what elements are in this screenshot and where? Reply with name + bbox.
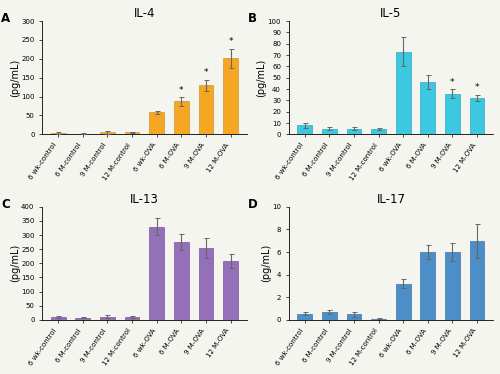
Bar: [76, 318, 90, 320]
Text: *: *: [204, 68, 208, 77]
Bar: [198, 85, 214, 134]
Title: IL-13: IL-13: [130, 193, 159, 206]
Text: D: D: [248, 198, 258, 211]
Bar: [322, 312, 336, 320]
Bar: [445, 252, 460, 320]
Bar: [223, 58, 238, 134]
Bar: [420, 252, 435, 320]
Bar: [396, 284, 410, 320]
Bar: [445, 94, 460, 134]
Bar: [346, 314, 362, 320]
Bar: [100, 132, 115, 134]
Bar: [322, 129, 336, 134]
Text: *: *: [450, 78, 454, 87]
Bar: [371, 319, 386, 320]
Title: IL-4: IL-4: [134, 7, 155, 20]
Title: IL-5: IL-5: [380, 7, 402, 20]
Y-axis label: (pg/mL): (pg/mL): [256, 59, 266, 97]
Bar: [346, 129, 362, 134]
Bar: [470, 241, 484, 320]
Bar: [420, 82, 435, 134]
Bar: [174, 242, 188, 320]
Bar: [174, 101, 188, 134]
Bar: [198, 248, 214, 320]
Bar: [470, 98, 484, 134]
Text: B: B: [248, 12, 257, 25]
Text: *: *: [475, 83, 480, 92]
Text: *: *: [228, 37, 233, 46]
Text: A: A: [2, 12, 11, 25]
Bar: [298, 125, 312, 134]
Bar: [150, 113, 164, 134]
Bar: [371, 129, 386, 134]
Text: *: *: [179, 86, 184, 95]
Y-axis label: (pg/mL): (pg/mL): [260, 244, 270, 282]
Y-axis label: (pg/mL): (pg/mL): [10, 59, 20, 97]
Text: C: C: [2, 198, 10, 211]
Bar: [396, 52, 410, 134]
Bar: [150, 227, 164, 320]
Bar: [100, 316, 115, 320]
Y-axis label: (pg/mL): (pg/mL): [10, 244, 20, 282]
Bar: [124, 317, 140, 320]
Title: IL-17: IL-17: [376, 193, 406, 206]
Bar: [51, 133, 66, 134]
Bar: [298, 314, 312, 320]
Bar: [51, 317, 66, 320]
Bar: [223, 261, 238, 320]
Bar: [124, 132, 140, 134]
